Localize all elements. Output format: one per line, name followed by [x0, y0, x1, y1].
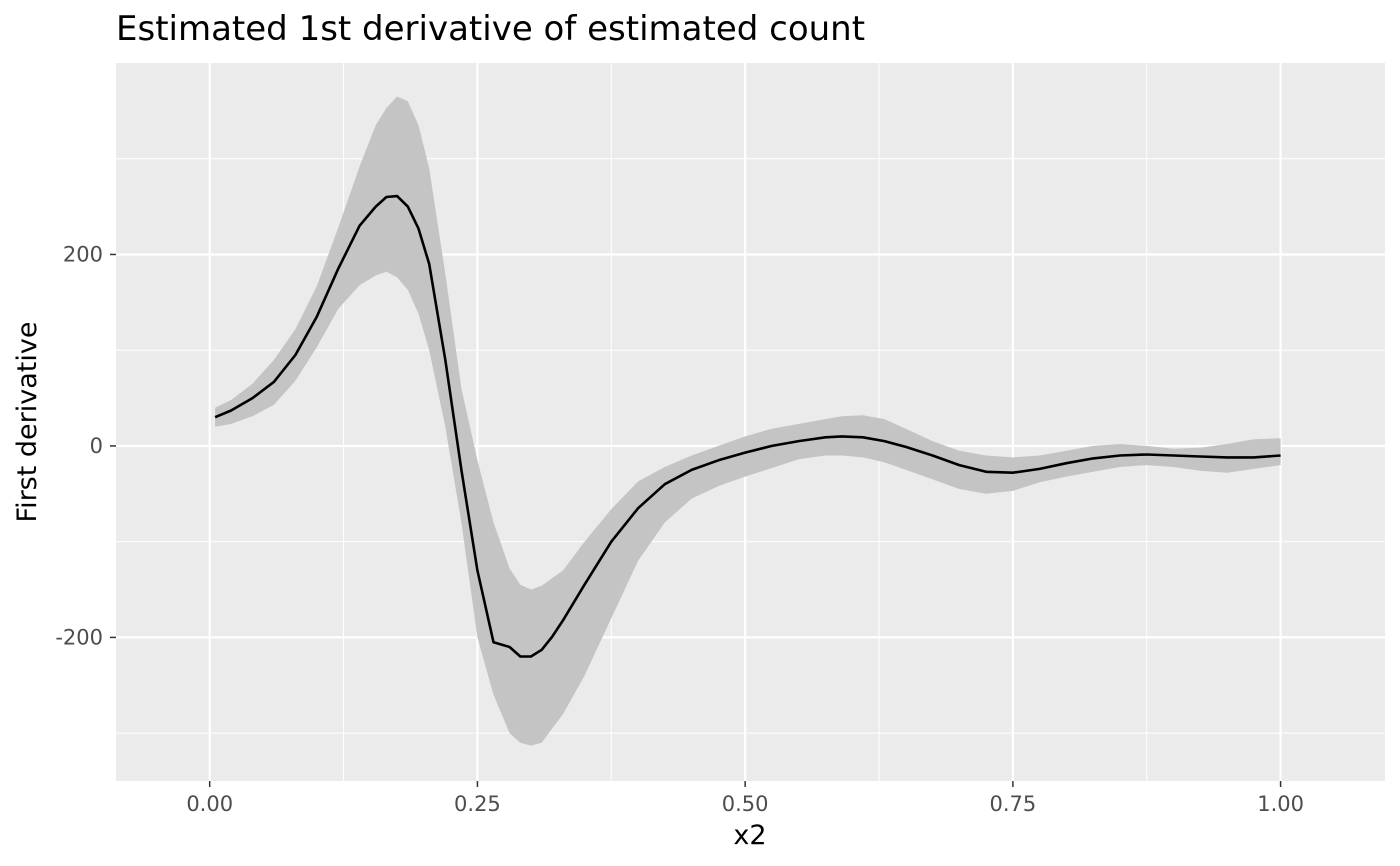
- y-axis: -200 0 200: [55, 242, 116, 649]
- y-tick-label: -200: [55, 625, 103, 649]
- plot-panel: [116, 63, 1385, 781]
- major-gridlines: [116, 63, 1385, 781]
- y-tick-label: 200: [63, 242, 103, 266]
- x-axis: 0.00 0.25 0.50 0.75 1.00: [186, 781, 1304, 816]
- minor-gridlines: [116, 63, 1385, 781]
- x-tick-label: 0.25: [454, 792, 501, 816]
- x-tick-label: 0.00: [186, 792, 233, 816]
- chart-title: Estimated 1st derivative of estimated co…: [116, 9, 865, 49]
- derivative-line: [214, 194, 1281, 658]
- x-tick-label: 1.00: [1257, 792, 1304, 816]
- y-axis-title: First derivative: [12, 322, 43, 523]
- x-tick-label: 0.50: [722, 792, 769, 816]
- x-axis-title: x2: [733, 820, 766, 851]
- y-tick-label: 0: [90, 434, 103, 458]
- x-tick-label: 0.75: [989, 792, 1036, 816]
